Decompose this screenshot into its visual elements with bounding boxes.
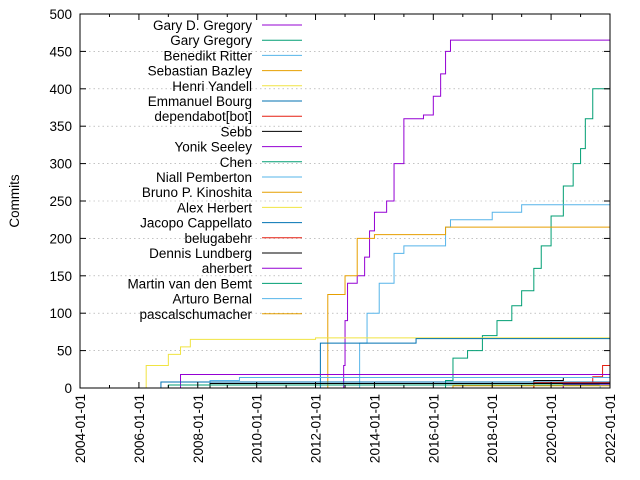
y-tick-label: 300 xyxy=(49,157,72,172)
x-axis: 2004-01-01 2006-01-01 2008-01-01 2010-01-01… xyxy=(73,14,618,463)
grid-lines xyxy=(80,51,610,351)
y-axis: 0 50 100 150 200 250 300 350 400 450 500 xyxy=(49,7,610,396)
series-line-benedikt-ritter xyxy=(354,204,610,389)
legend-label: Henri Yandell xyxy=(172,79,252,94)
y-tick-label: 0 xyxy=(64,381,72,396)
legend-label: Gary Gregory xyxy=(170,33,252,48)
legend-label: Martin van den Bemt xyxy=(127,276,252,291)
legend-label: Jacopo Cappellato xyxy=(140,216,252,231)
legend-label: Sebb xyxy=(220,124,252,139)
x-tick-label: 2018-01-01 xyxy=(485,394,500,463)
legend-label: Bruno P. Kinoshita xyxy=(142,185,253,200)
y-axis-label: Commits xyxy=(7,174,22,227)
x-tick-label: 2020-01-01 xyxy=(544,394,559,463)
x-tick-label: 2014-01-01 xyxy=(367,394,382,463)
x-tick-label: 2008-01-01 xyxy=(191,394,206,463)
y-tick-label: 450 xyxy=(49,44,72,59)
y-tick-label: 250 xyxy=(49,194,72,209)
series-line-sebastian-bazley xyxy=(322,226,610,389)
legend-label: Sebastian Bazley xyxy=(148,64,253,79)
legend-label: Chen xyxy=(220,155,252,170)
x-tick-label: 2010-01-01 xyxy=(250,394,265,463)
legend-label: dependabot[bot] xyxy=(154,109,252,124)
x-tick-label: 2004-01-01 xyxy=(73,394,88,463)
y-tick-label: 200 xyxy=(49,231,72,246)
legend-label: Benedikt Ritter xyxy=(163,48,252,63)
legend-label: pascalschumacher xyxy=(139,307,252,322)
legend-label: Arturo Bernal xyxy=(172,292,252,307)
legend-label: Niall Pemberton xyxy=(156,170,252,185)
y-tick-label: 350 xyxy=(49,119,72,134)
x-tick-label: 2006-01-01 xyxy=(132,394,147,463)
series-line-emmanuel-bourg xyxy=(308,338,610,389)
y-tick-label: 500 xyxy=(49,7,72,22)
legend-label: Dennis Lundberg xyxy=(149,246,252,261)
x-tick-label: 2012-01-01 xyxy=(309,394,324,463)
legend-label: Yonik Seeley xyxy=(174,140,252,155)
y-tick-label: 400 xyxy=(49,82,72,97)
series-line-gary-d-gregory xyxy=(342,39,610,389)
legend-label: Alex Herbert xyxy=(177,200,252,215)
legend-label: aherbert xyxy=(202,261,253,276)
x-tick-label: 2022-01-01 xyxy=(603,394,618,463)
y-tick-label: 150 xyxy=(49,269,72,284)
y-tick-label: 100 xyxy=(49,306,72,321)
y-tick-label: 50 xyxy=(57,344,72,359)
legend-label: Emmanuel Bourg xyxy=(148,94,252,109)
legend-label: Gary D. Gregory xyxy=(153,18,252,33)
x-tick-label: 2016-01-01 xyxy=(426,394,441,463)
series-line-gary-gregory xyxy=(433,77,611,389)
series-line-henri-yandell xyxy=(136,337,610,389)
legend-label: belugabehr xyxy=(184,231,252,246)
